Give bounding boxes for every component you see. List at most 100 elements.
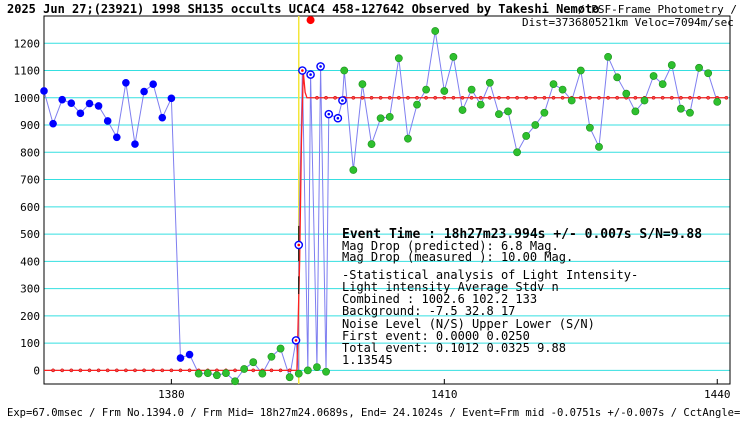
model-marker [178,368,183,373]
model-marker [251,368,256,373]
model-marker [469,95,474,100]
data-point-green [340,66,349,75]
data-point-green [404,134,412,143]
x-tick-label: 1380 [158,388,185,401]
data-point-pre [85,99,94,108]
data-point-green [686,108,694,117]
data-point-open-dot [327,112,331,116]
data-point-green [585,123,594,132]
data-point-green [558,85,567,94]
data-point-green [294,369,303,378]
data-point-green [376,114,385,123]
model-marker [615,95,620,100]
model-marker [478,95,483,100]
model-marker [324,95,328,100]
model-marker [87,368,92,373]
plot-frame [43,15,731,385]
data-point-green [649,72,658,80]
model-marker [660,95,665,100]
x-axis: 1380 1410 1440 [158,379,731,401]
data-point-pre [49,119,57,128]
data-point-green [522,132,531,140]
data-point-pre [40,87,48,95]
data-point-green [413,100,421,109]
data-point-green [349,166,358,174]
data-point-green [549,80,558,89]
y-tick-label: 500 [20,228,40,241]
data-point-green [212,371,221,380]
model-marker [278,368,283,373]
model-marker [487,95,492,100]
model-marker [269,368,274,373]
noise-header: Noise Level (N/S) Upper Lower (S/N) [342,317,595,331]
model-marker [606,95,610,100]
model-marker [160,368,165,373]
y-tick-label: 800 [20,146,40,159]
data-point-transition-dot [297,243,301,247]
y-tick-label: 100 [20,337,40,350]
data-point-open-dot [309,73,312,76]
data-point-green [231,377,239,386]
method-label: / PSF-Frame Photometry / [578,3,737,16]
model-marker [551,95,556,100]
data-point-pre [112,133,121,142]
data-point-green [440,87,449,95]
chart-marks [40,16,729,386]
noise-total-event: Total event: 0.1012 0.0325 9.88 [342,341,566,355]
footer-info: Exp=67.0msec / Frm No.1394.0 / Frm Mid= … [7,407,740,419]
y-tick-label: 900 [20,119,40,132]
scale-factor: 1.13545 [342,353,393,367]
y-tick-label: 400 [20,255,40,268]
data-point-green [249,358,258,367]
data-point-green [303,366,312,375]
data-point-green [576,66,585,75]
data-point-green [495,110,503,119]
data-point-pre [176,354,185,362]
model-marker [187,368,192,373]
data-point-green [676,104,685,113]
model-marker [460,95,465,100]
mag-drop-measured: Mag Drop (measured ): 10.00 Mag. [342,250,573,264]
model-marker [96,368,101,373]
model-marker [433,95,438,100]
data-point-green [613,73,622,82]
data-point-pre [122,78,130,87]
stats-title: -Statistical analysis of Light Intensity… [342,268,638,282]
model-marker [378,95,383,100]
model-marker [287,368,292,373]
data-point-pre [94,102,103,110]
data-point-green [695,63,703,72]
data-point-green [222,369,230,377]
model-marker [406,95,410,100]
y-tick-label: 1200 [14,37,41,50]
data-point-green [203,369,212,377]
data-point-green [385,112,394,121]
data-point-green [240,365,249,373]
model-marker [415,95,419,100]
model-marker [360,95,365,100]
data-point-green [504,107,512,116]
data-point-pre [131,140,139,148]
data-point-green [367,140,376,149]
model-marker [669,95,674,100]
data-point-transition-dot [294,339,298,342]
model-marker [333,95,337,100]
model-marker [588,95,592,100]
data-point-green [667,61,676,69]
data-point-green [422,85,431,94]
model-marker [51,368,55,373]
data-point-green [513,148,522,157]
model-marker [142,368,146,373]
data-point-green [431,27,440,35]
data-point-green [258,369,267,378]
data-point-open-dot [319,65,322,68]
data-point-green [322,367,330,376]
model-marker [679,95,683,100]
data-point-pre [185,350,194,359]
data-point-green [467,85,476,94]
model-marker [542,95,547,100]
data-point-green [631,107,640,116]
data-point-green [567,96,576,105]
y-tick-label: 0 [33,364,40,377]
model-marker [633,95,638,100]
